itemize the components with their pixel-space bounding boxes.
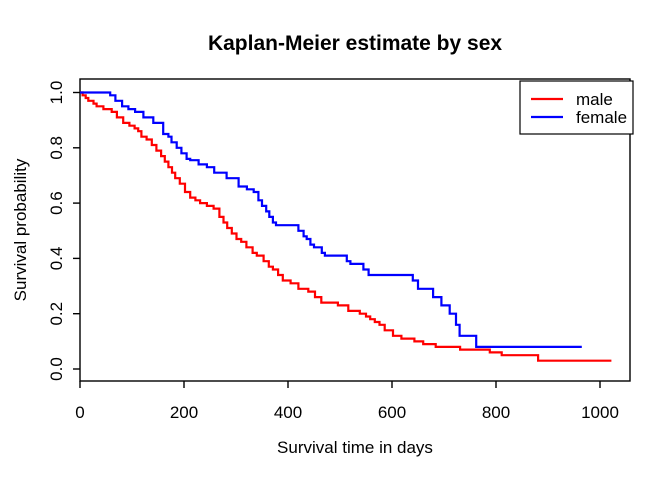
x-tick-label: 1000 — [581, 403, 619, 422]
x-tick-label: 200 — [170, 403, 198, 422]
plot-box — [79, 78, 631, 382]
x-tick-label: 400 — [274, 403, 302, 422]
y-tick-label: 0.0 — [47, 357, 66, 381]
chart-title: Kaplan-Meier estimate by sex — [208, 32, 502, 55]
y-tick-label: 1.0 — [47, 81, 66, 105]
y-axis-label: Survival probability — [11, 158, 30, 301]
x-tick-label: 0 — [75, 403, 84, 422]
plot-area: 0 200 400 600 800 1000 0.0 0.2 0.4 0.6 0.8 1.0 — [47, 78, 631, 422]
y-tick-label: 0.4 — [47, 247, 66, 271]
y-tick-label: 0.6 — [47, 191, 66, 215]
legend-box — [519, 80, 634, 135]
y-tick-label: 0.2 — [47, 302, 66, 326]
x-tick-label: 600 — [378, 403, 406, 422]
female-curve — [80, 91, 582, 348]
legend-female-label: female — [576, 108, 627, 127]
x-axis-label: Survival time in days — [277, 438, 433, 457]
male-curve — [80, 91, 612, 362]
y-tick-label: 0.8 — [47, 136, 66, 160]
legend-male-label: male — [576, 90, 613, 109]
x-tick-label: 800 — [482, 403, 510, 422]
